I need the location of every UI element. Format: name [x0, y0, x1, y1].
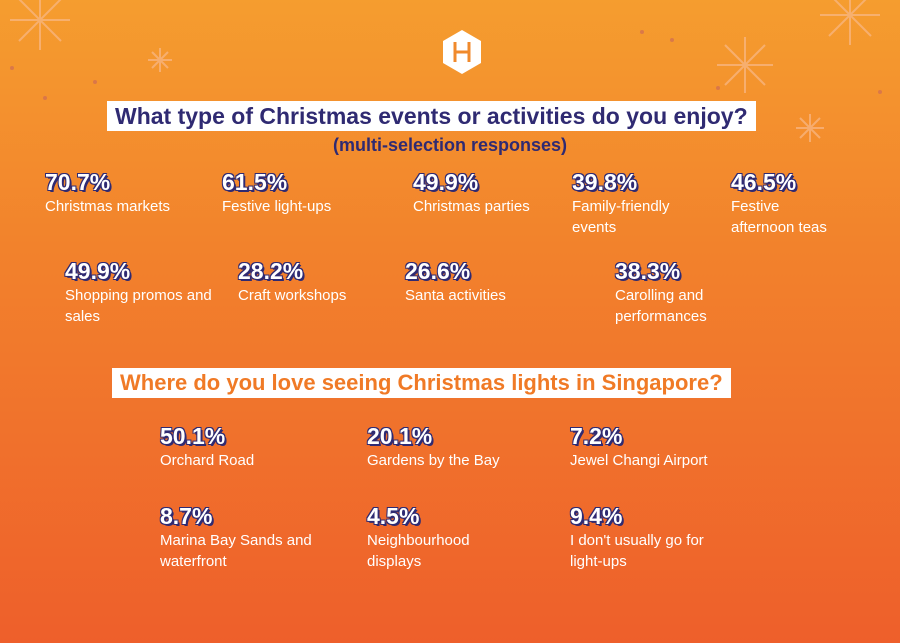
stat-value: 70.7%	[45, 169, 111, 195]
stat-item: 7.2% Jewel Changi Airport	[570, 422, 770, 471]
stat-value: 38.3%	[615, 258, 681, 284]
stat-value: 28.2%	[238, 258, 304, 284]
stat-label: Festive light-ups	[222, 198, 332, 215]
stat-item: 49.9% Christmas parties	[413, 168, 573, 217]
stat-value: 8.7%	[160, 503, 213, 529]
stat-label: Shopping promos and sales	[65, 287, 212, 325]
stat-item: 28.2% Craft workshops	[238, 257, 398, 306]
stat-label: Carolling and performances	[615, 287, 707, 325]
stat-value: 20.1%	[367, 423, 433, 449]
stat-value: 39.8%	[572, 169, 638, 195]
stat-item: 9.4% I don't usually go for light-ups	[570, 502, 710, 572]
stat-label: Santa activities	[405, 287, 506, 304]
stat-label: Festive afternoon teas	[731, 198, 827, 236]
stat-item: 70.7% Christmas markets	[45, 168, 215, 217]
stat-item: 20.1% Gardens by the Bay	[367, 422, 547, 471]
title: What type of Christmas events or activit…	[107, 101, 756, 131]
stat-value: 7.2%	[570, 423, 623, 449]
stat-label: Family-friendly events	[572, 198, 670, 236]
stat-label: Christmas parties	[413, 198, 530, 215]
stat-value: 46.5%	[731, 169, 797, 195]
section-title: Where do you love seeing Christmas light…	[112, 368, 731, 398]
stat-label: Orchard Road	[160, 452, 255, 469]
stat-label: Gardens by the Bay	[367, 452, 500, 469]
stat-value: 49.9%	[65, 258, 131, 284]
subtitle: (multi-selection responses)	[332, 135, 568, 155]
snowflakes	[10, 0, 880, 142]
stat-label: Marina Bay Sands and waterfront	[160, 532, 312, 570]
stat-label: Jewel Changi Airport	[570, 452, 708, 469]
stat-label: I don't usually go for light-ups	[570, 532, 704, 570]
stat-label: Craft workshops	[238, 287, 347, 304]
stat-value: 50.1%	[160, 423, 226, 449]
stat-item: 50.1% Orchard Road	[160, 422, 340, 471]
stat-item: 39.8% Family-friendly events	[572, 168, 702, 238]
logo	[443, 30, 481, 74]
stat-item: 61.5% Festive light-ups	[222, 168, 392, 217]
stat-value: 9.4%	[570, 503, 623, 529]
stat-item: 46.5% Festive afternoon teas	[731, 168, 843, 238]
stat-value: 26.6%	[405, 258, 471, 284]
stat-value: 4.5%	[367, 503, 420, 529]
stat-label: Christmas markets	[45, 198, 171, 215]
stat-item: 49.9% Shopping promos and sales	[65, 257, 225, 327]
stars	[10, 30, 882, 100]
stat-value: 61.5%	[222, 169, 288, 195]
stat-item: 38.3% Carolling and performances	[615, 257, 740, 327]
stat-item: 26.6% Santa activities	[405, 257, 565, 306]
stat-label: Neighbourhood displays	[367, 532, 470, 570]
stat-item: 8.7% Marina Bay Sands and waterfront	[160, 502, 320, 572]
stat-item: 4.5% Neighbourhood displays	[367, 502, 507, 572]
stat-value: 49.9%	[413, 169, 479, 195]
